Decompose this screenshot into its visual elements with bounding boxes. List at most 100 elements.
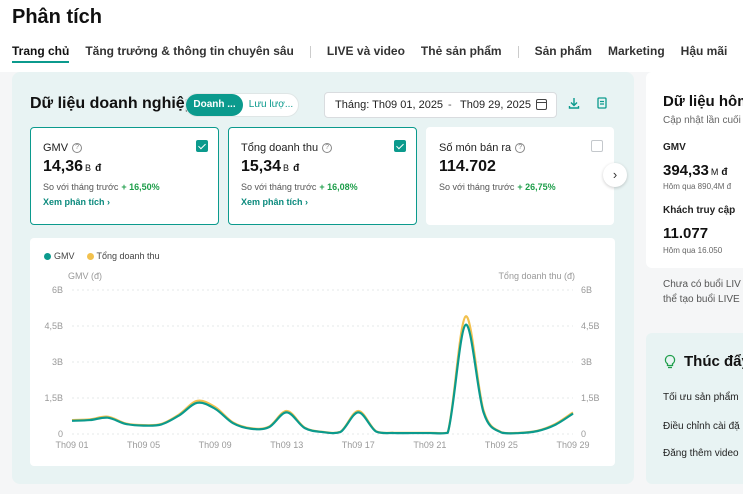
top-bar: Phân tích Trang chủ Tăng trưởng & thông … [0,0,743,72]
legend-item-gmv[interactable]: GMV [44,251,75,261]
next-cards-button[interactable]: › [603,163,627,187]
tab-home[interactable]: Trang chủ [12,44,70,63]
tab-bar: Trang chủ Tăng trưởng & thông tin chuyên… [12,44,743,66]
report-icon[interactable] [596,97,608,109]
boost-title: Thúc đẩy [684,353,743,370]
live-note-line2: thể tạo buổi LIVE [663,294,740,305]
y-axis-label-right: Tổng doanh thu (đ) [498,271,575,281]
legend-dot [86,252,94,260]
series-line-gmv [71,323,574,435]
tab-divider [517,46,519,58]
date-start: Tháng: Th09 01, 2025 [335,99,444,111]
help-icon[interactable]: ? [515,143,526,153]
view-analysis-link[interactable]: Xem phân tích › [241,197,309,207]
today-gmv-label: GMV [663,142,686,153]
calendar-icon [536,99,547,110]
today-title: Dữ liệu hôm [663,93,743,110]
compare-change: + 16,08% [319,182,358,192]
compare-label: So với tháng trước [43,182,119,192]
metric-card-items-sold[interactable]: Số món bán ra ? 114.702 So với tháng trư… [426,127,614,225]
compare-change: + 26,75% [517,182,556,192]
legend-dot [44,252,51,260]
visitors-value: 11.077 [663,225,709,242]
y-tick-label-right: 0 [581,429,586,439]
visitors-label: Khách truy cập [663,205,736,216]
legend-item-revenue[interactable]: Tổng doanh thu [86,251,160,261]
date-range-picker[interactable]: Tháng: Th09 01, 2025 - Th09 29, 2025 [324,92,557,118]
metric-checkbox[interactable] [591,140,603,152]
business-data-panel: Dữ liệu doanh nghiệp Doanh ... Lưu lượ..… [12,72,634,484]
y-tick-label-left: 3B [52,357,63,367]
tab-after-sales[interactable]: Hậu mãi [680,44,728,58]
line-chart: GMV (đ) Tổng doanh thu (đ) 6B 6B 4,5B 4,5B 3B 3… [44,271,600,450]
y-tick-label-right: 6B [581,285,592,295]
boost-panel: Thúc đẩy Tối ưu sản phẩm Điều chỉnh cài … [646,333,743,484]
tab-marketing[interactable]: Marketing [607,44,665,58]
metric-name: Tổng doanh thu [241,142,319,154]
metric-compare: So với tháng trước + 16,08% [241,182,358,192]
chart-legend: GMV Tổng doanh thu [44,251,172,261]
download-icon[interactable] [568,97,580,109]
metric-checkbox[interactable] [394,140,406,152]
tab-live-video[interactable]: LIVE và video [326,44,405,58]
y-tick-label-right: 3B [581,357,592,367]
x-tick-label: Th09 05 [127,440,160,450]
metric-name: GMV [43,142,69,154]
x-tick-label: Th09 21 [413,440,446,450]
view-analysis-link[interactable]: Xem phân tích › [43,197,111,207]
chart-card: GMV Tổng doanh thu GMV (đ) Tổng doanh thu… [30,238,615,466]
legend-label: Tổng doanh thu [96,251,160,261]
x-tick-label: Th09 13 [270,440,303,450]
series-line-revenue [71,315,574,435]
metric-unit: B [85,163,92,173]
y-tick-label-left: 1,5B [44,393,63,403]
help-icon[interactable]: ? [72,143,83,153]
tab-products[interactable]: Sản phẩm [534,44,592,58]
metric-value-row: 114.702 [439,158,496,176]
metric-name-row: Tổng doanh thu ? [241,142,333,154]
y-tick-label-right: 4,5B [581,321,600,331]
metric-compare: So với tháng trước + 26,75% [439,182,556,192]
x-tick-label: Th09 25 [485,440,518,450]
y-tick-label-left: 0 [58,429,63,439]
data-type-toggle: Doanh ... Lưu lượ... [185,93,299,117]
y-tick-label-right: 1,5B [581,393,600,403]
metric-value: 14,36 [43,158,84,175]
tab-growth-insights[interactable]: Tăng trưởng & thông tin chuyên sâu [85,44,294,58]
toggle-revenue[interactable]: Doanh ... [186,94,243,116]
date-separator: - [448,99,452,111]
today-data-panel: Dữ liệu hôm Cập nhật lần cuối GMV 394,33… [646,72,743,268]
page-title: Phân tích [12,6,103,28]
tab-product-cards[interactable]: Thẻ sản phẩm [420,44,502,58]
today-gmv-unit: M [710,167,719,177]
y-tick-label-left: 6B [52,285,63,295]
lightbulb-icon [664,354,676,369]
y-tick-label-left: 4,5B [44,321,63,331]
metric-currency: đ [95,163,102,174]
toggle-traffic[interactable]: Lưu lượ... [248,99,294,110]
metric-name-row: Số món bán ra ? [439,142,526,154]
promo-item-adjust-settings[interactable]: Điều chỉnh cài đặ [663,421,740,432]
metric-value: 15,34 [241,158,282,175]
today-gmv-value: 394,33 [663,162,709,179]
help-icon[interactable]: ? [322,143,333,153]
metric-unit: B [283,163,290,173]
metric-name-row: GMV ? [43,142,83,154]
promo-item-post-video[interactable]: Đăng thêm video [663,448,739,459]
last-updated: Cập nhật lần cuối [663,115,741,126]
x-tick-label: Th09 29 [556,440,589,450]
section-title: Dữ liệu doanh nghiệp [30,95,195,112]
x-tick-label: Th09 01 [55,440,88,450]
compare-label: So với tháng trước [241,182,317,192]
metric-name: Số món bán ra [439,142,512,154]
metric-currency: đ [293,163,300,174]
metric-checkbox[interactable] [196,140,208,152]
promo-item-optimize-products[interactable]: Tối ưu sản phẩm [663,392,739,403]
x-tick-label: Th09 09 [199,440,232,450]
visitors-yesterday: Hôm qua 16.050 [663,246,723,255]
